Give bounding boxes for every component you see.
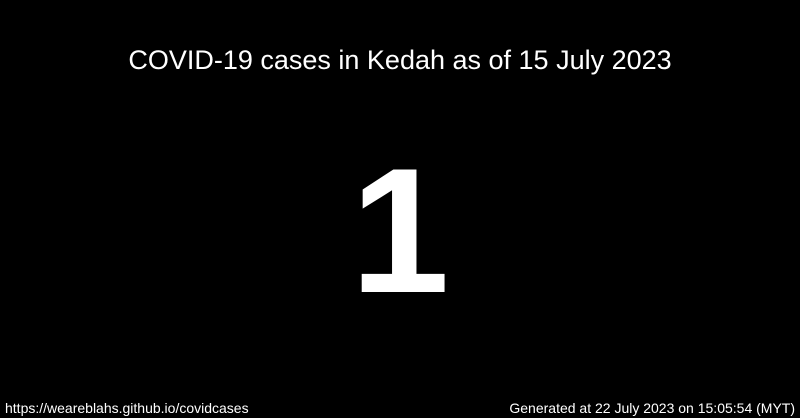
generated-timestamp: Generated at 22 July 2023 on 15:05:54 (M…: [509, 400, 795, 416]
source-url: https://weareblahs.github.io/covidcases: [5, 400, 249, 416]
card-title: COVID-19 cases in Kedah as of 15 July 20…: [128, 45, 672, 75]
case-count: 1: [350, 131, 450, 330]
